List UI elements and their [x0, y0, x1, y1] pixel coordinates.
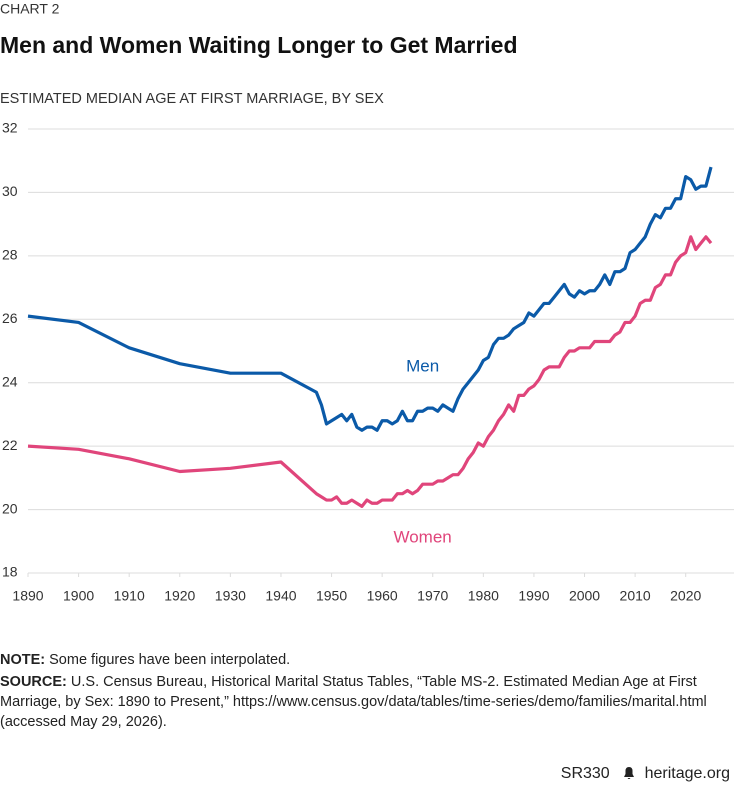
y-tick-label: 32: [2, 120, 18, 136]
source: SOURCE: U.S. Census Bureau, Historical M…: [0, 672, 730, 732]
y-tick-label: 26: [2, 310, 18, 326]
chart: CHART 2 Men and Women Waiting Longer to …: [0, 1, 734, 604]
footer: SR330 heritage.org: [561, 764, 730, 784]
bell-icon: [624, 767, 635, 779]
y-tick-label: 20: [2, 500, 18, 516]
x-tick-label: 1960: [367, 588, 398, 604]
source-text: U.S. Census Bureau, Historical Marital S…: [0, 674, 707, 730]
x-tick-label: 1920: [164, 588, 195, 604]
x-tick-label: 1910: [114, 588, 145, 604]
x-tick-label: 1970: [417, 588, 448, 604]
kicker: CHART 2: [0, 1, 60, 17]
report-id: SR330: [560, 765, 610, 782]
y-tick-label: 18: [2, 564, 18, 580]
note-text: Some figures have been interpolated.: [49, 652, 291, 668]
x-tick-label: 1980: [468, 588, 499, 604]
x-tick-label: 1890: [12, 588, 43, 604]
y-tick-label: 28: [2, 247, 18, 263]
series-line: [27, 166, 713, 432]
x-tick-label: 1940: [265, 588, 296, 604]
series-label: Women: [393, 528, 451, 547]
note: NOTE: Some figures have been interpolate…: [0, 650, 730, 670]
x-tick-label: 1990: [518, 588, 549, 604]
x-tick-label: 2020: [670, 588, 701, 604]
subtitle: ESTIMATED MEDIAN AGE AT FIRST MARRIAGE, …: [0, 91, 384, 107]
x-tick-label: 1930: [215, 588, 246, 604]
source-label: SOURCE:: [0, 674, 67, 690]
y-tick-label: 24: [2, 373, 18, 389]
x-tick-label: 1900: [63, 588, 94, 604]
x-tick-label: 2010: [620, 588, 651, 604]
chart-title: Men and Women Waiting Longer to Get Marr…: [0, 32, 518, 58]
y-tick-label: 22: [2, 437, 18, 453]
series-label: Men: [406, 356, 439, 375]
publisher: heritage.org: [644, 765, 730, 782]
y-tick-label: 30: [2, 183, 18, 199]
note-label: NOTE:: [0, 652, 46, 668]
x-tick-label: 1950: [316, 588, 347, 604]
x-tick-label: 2000: [569, 588, 600, 604]
series-line: [27, 235, 713, 508]
